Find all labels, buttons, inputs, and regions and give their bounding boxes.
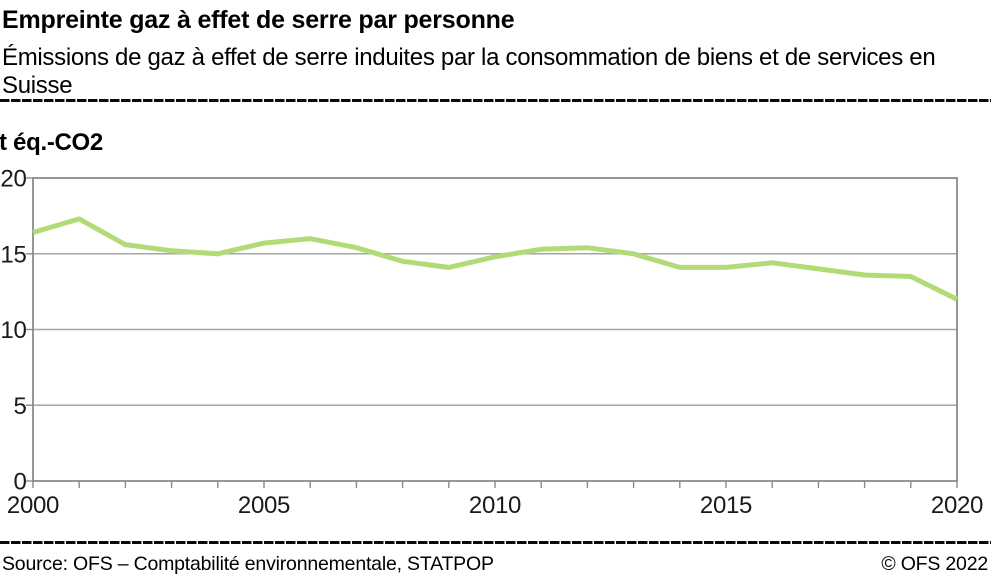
header-divider-rule <box>0 99 991 102</box>
x-tick-label: 2010 <box>469 492 521 519</box>
y-gridlines <box>33 253 957 406</box>
x-tick-label: 2005 <box>238 492 290 519</box>
x-tick-label: 2020 <box>931 492 983 519</box>
footer-divider-rule <box>0 541 991 544</box>
y-tick-label: 10 <box>0 317 26 344</box>
y-tick-label: 20 <box>0 166 26 193</box>
chart-title: Empreinte gaz à effet de serre par perso… <box>2 6 515 34</box>
x-tick-label: 2015 <box>700 492 752 519</box>
x-tick-label: 2000 <box>7 492 59 519</box>
data-line-emissions-per-person <box>32 216 959 302</box>
x-axis-labels: 2000 2005 2010 2015 2020 <box>7 492 984 519</box>
y-tick-label: 5 <box>13 393 26 420</box>
y-tick-label: 0 <box>13 469 26 496</box>
chart-subtitle: Émissions de gaz à effet de serre induit… <box>2 44 936 99</box>
y-tick-label: 15 <box>0 241 26 268</box>
y-axis-ticks-labels: 0 5 10 15 20 <box>0 166 33 496</box>
source-text: Source: OFS – Comptabilité environnement… <box>2 553 494 575</box>
x-axis-minor-ticks <box>32 481 958 488</box>
copyright-text: © OFS 2022 <box>881 553 988 575</box>
y-axis-unit-label: t éq.-CO2 <box>0 129 103 156</box>
